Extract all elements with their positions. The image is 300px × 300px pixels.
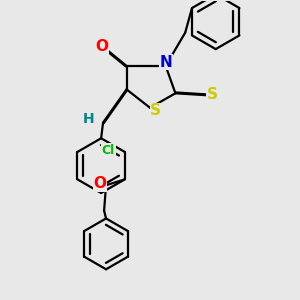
Text: O: O [95, 39, 108, 54]
Text: H: H [82, 112, 94, 127]
Text: Cl: Cl [102, 143, 115, 157]
Text: S: S [207, 87, 218, 102]
Text: S: S [150, 103, 161, 118]
Text: O: O [94, 176, 107, 191]
Text: N: N [159, 55, 172, 70]
